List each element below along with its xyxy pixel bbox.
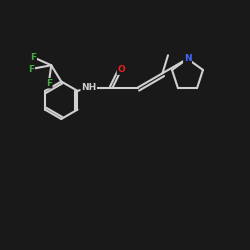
- Text: F: F: [30, 53, 36, 62]
- Text: F: F: [46, 79, 52, 88]
- Text: N: N: [184, 54, 191, 63]
- Text: O: O: [118, 65, 125, 74]
- Text: NH: NH: [81, 83, 96, 92]
- Text: F: F: [28, 64, 34, 74]
